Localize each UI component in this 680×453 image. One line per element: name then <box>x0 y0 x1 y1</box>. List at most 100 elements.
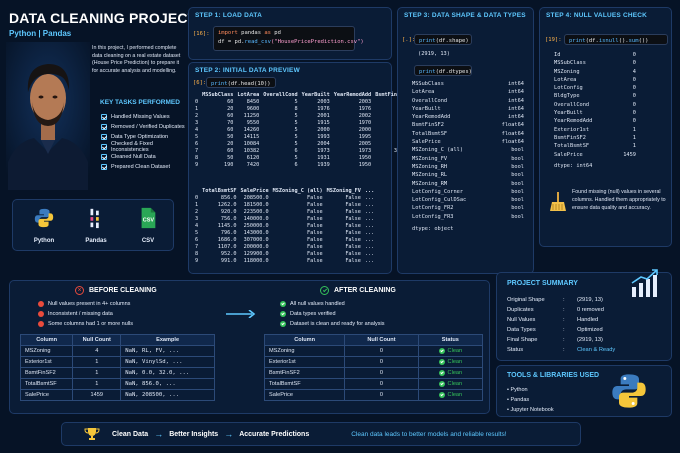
dtype-row: MSZoning_RH bool <box>412 163 524 171</box>
step4-code-cell[interactable]: print(df.isnull().sum()) <box>564 34 668 45</box>
summary-row: Null Values: Handled <box>507 315 627 325</box>
before-table-column-header: Example <box>120 334 215 346</box>
null-count-row: Exterior1st 1 <box>554 126 636 134</box>
after-table-cell: MSZoning <box>263 345 346 357</box>
before-bullets: Null values present in 4+ columns Incons… <box>38 299 133 329</box>
dtype-key: MSZoning_RH <box>412 163 448 170</box>
step2-code-cell[interactable]: print(df.head(10)) <box>206 77 276 88</box>
key-tasks-title: KEY TASKS PERFORMED <box>100 99 180 106</box>
head-table-cell: ... <box>364 216 375 222</box>
head-table-cell: 4 <box>195 127 199 133</box>
check-icon <box>438 369 445 376</box>
before-table-cell: BsmtFinSF2 <box>19 367 74 379</box>
dtype-row: MSSubClass int64 <box>412 80 524 88</box>
head-table-cell: 1931 <box>317 155 330 161</box>
head-table-cell: False <box>345 209 361 215</box>
status-label: Clean <box>447 392 463 398</box>
summary-key: Duplicates <box>507 307 534 313</box>
dtype-row: LotConfig_FR3 bool <box>412 213 524 221</box>
step3-cell-number: [.]: <box>402 37 416 43</box>
checkbox-icon <box>101 164 107 170</box>
before-table-cell: NaN, RL, FV, ... <box>120 345 215 357</box>
before-table-cell: SalePrice <box>19 389 74 401</box>
after-table: Column Null Count Status MSZoning 0 Clean Exte… <box>263 334 484 401</box>
null-count-key: LotArea <box>554 76 577 83</box>
dtype-value: float64 <box>501 130 524 137</box>
head-table-cell: 208500.0 <box>243 195 269 201</box>
key-tasks-list: Handled Missing Values Removed / Verifie… <box>101 112 187 172</box>
status-label: Clean <box>447 359 463 365</box>
head-table-row: 460142605200020000.0 <box>193 127 416 134</box>
head-table-row: 1 1262.0 181500.0 False False... <box>193 202 376 209</box>
head-table-cell: 0 <box>195 195 199 201</box>
head-table-cell: 1995 <box>358 134 372 140</box>
head-table-cell: 2000 <box>358 127 372 133</box>
head-table-cell: 1 <box>195 202 199 208</box>
step1-code-cell[interactable]: import pandas as pd df = pd.read_csv("Ho… <box>213 26 364 51</box>
before-table-cell: 1459 <box>72 389 122 401</box>
head-table-cell: 2004 <box>317 141 330 147</box>
dtype-key: YearBuilt <box>412 105 441 112</box>
head-table-cell: 2003 <box>358 99 372 105</box>
head-table-cell: 991.0 <box>220 258 237 264</box>
after-table-row: MSZoning 0 Clean <box>263 345 484 357</box>
dtype-key: TotalBsmtSF <box>412 130 448 137</box>
step3-shape-code[interactable]: print(df.shape) <box>414 34 472 45</box>
head-table-cell: 190 <box>223 162 234 168</box>
summary-title: PROJECT SUMMARY <box>507 280 578 287</box>
csv-file-icon: CSV <box>141 207 156 229</box>
null-count-value: 0 <box>632 52 636 58</box>
tool-item: • Python <box>507 387 528 393</box>
head-table-cell: False <box>306 244 323 250</box>
head-table-cell: 50 <box>227 134 234 140</box>
page-title: DATA CLEANING PROJECT <box>9 10 197 26</box>
head-table-row: 12096008197619760.0 <box>193 106 416 113</box>
before-table-cell: 1 <box>72 356 122 368</box>
key-task-item: Prepared Clean Dataset <box>101 162 187 172</box>
null-count-row: LotConfig 0 <box>554 84 636 92</box>
summary-row: Original Shape: (2919, 13) <box>507 295 627 305</box>
before-table-row: SalePrice 1459 NaN, 208500, ... <box>19 389 215 401</box>
null-count-value: 0 <box>632 93 636 100</box>
check-icon <box>280 321 286 327</box>
null-count-key: TotalBsmtSF <box>554 143 590 150</box>
check-icon <box>280 311 286 317</box>
status-label: Clean <box>447 381 463 387</box>
head-table-cell: 1915 <box>317 120 330 126</box>
dtype-value: int64 <box>508 89 524 96</box>
before-table: Column Null Count Example MSZoning 4 NaN, RL,… <box>19 334 215 401</box>
checkbox-icon <box>101 124 107 130</box>
head-table-row: 06084505200320030.0\ <box>193 99 416 106</box>
summary-sep: : <box>563 297 565 303</box>
head-table-cell: 6 <box>294 162 298 168</box>
head-table-cell: 223500.0 <box>243 209 269 215</box>
head-table-column-header: LotArea <box>237 92 260 98</box>
head-table-cell: 1973 <box>358 148 372 154</box>
step3-title: STEP 3: DATA SHAPE & DATA TYPES <box>404 12 526 19</box>
head-table-cell: 1973 <box>317 148 330 154</box>
summary-sep: : <box>563 307 565 313</box>
after-table-column-header: Column <box>263 334 346 346</box>
step3-dtypes-code[interactable]: print(df.dtypes) <box>414 65 472 76</box>
head-table-column-header: YearBuilt <box>301 92 330 98</box>
head-table-cell: 5 <box>294 120 298 126</box>
head-table-row: 2 920.0 223500.0 False False... <box>193 209 376 216</box>
summary-value: Clean & Ready <box>577 347 616 353</box>
pandas-icon <box>90 208 99 229</box>
dtype-row: LotConfig_FR2 bool <box>412 204 524 212</box>
step1-title: STEP 1: LOAD DATA <box>195 12 262 19</box>
tools-panel: TOOLS & LIBRARIES USED • Python • Pandas… <box>496 365 672 417</box>
head-table-cell: 1950 <box>358 155 372 161</box>
broom-icon <box>549 192 567 217</box>
summary-key: Null Values <box>507 317 536 323</box>
step2-title: STEP 2: INITIAL DATA PREVIEW <box>195 67 300 74</box>
head-table-cell: False <box>345 216 361 222</box>
tool-item: • Jupyter Notebook <box>507 407 554 413</box>
check-icon <box>280 301 286 307</box>
head-table-cell: 5 <box>294 113 298 119</box>
head-table-cell: 6 <box>195 237 199 243</box>
null-count-key: LotConfig <box>554 85 583 92</box>
after-table-cell: TotalBsmtSF <box>263 378 346 390</box>
python-icon <box>34 208 54 228</box>
before-table-cell: MSZoning <box>19 345 74 357</box>
